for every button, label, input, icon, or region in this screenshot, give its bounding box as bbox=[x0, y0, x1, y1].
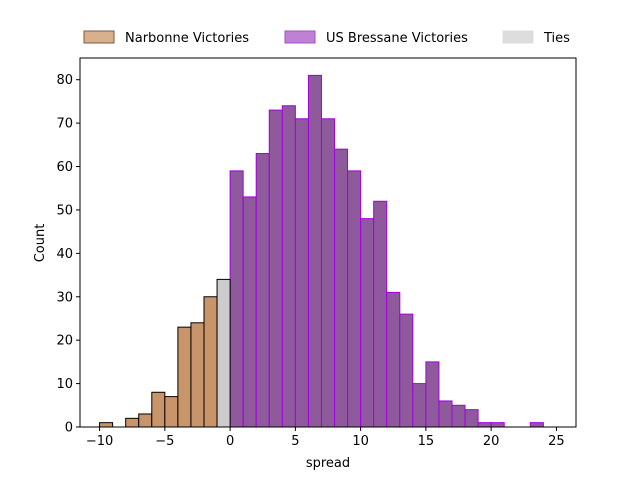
legend-swatch bbox=[83, 30, 115, 44]
histogram-bar bbox=[490, 422, 505, 428]
plot-frame bbox=[79, 57, 577, 428]
y-tick-label: 60 bbox=[56, 160, 73, 175]
x-axis-ticks: −10 −5 0 5 10 15 20 25 bbox=[86, 427, 565, 449]
histogram-bar bbox=[190, 322, 205, 428]
y-tick-label: 50 bbox=[56, 203, 73, 218]
legend-swatch bbox=[502, 30, 534, 44]
histogram-bar bbox=[399, 313, 414, 428]
legend-label: Narbonne Victories bbox=[125, 31, 249, 46]
y-tick-label: 80 bbox=[56, 73, 73, 88]
legend-label: Ties bbox=[543, 31, 570, 46]
histogram-bar bbox=[438, 400, 453, 428]
histogram-bar bbox=[425, 361, 440, 428]
y-axis-label: Count bbox=[33, 224, 48, 263]
histogram-bar bbox=[164, 396, 179, 428]
histogram-bar bbox=[347, 170, 362, 428]
histogram-bar bbox=[99, 422, 114, 428]
histogram-bar bbox=[320, 118, 336, 428]
y-tick-label: 40 bbox=[56, 247, 73, 262]
histogram-bar bbox=[451, 404, 466, 428]
legend: Narbonne Victories US Bressane Victories T… bbox=[83, 30, 570, 46]
histogram-bar bbox=[229, 170, 244, 428]
x-tick-label: −10 bbox=[86, 434, 113, 449]
y-tick-label: 0 bbox=[65, 421, 73, 436]
x-tick-label: 0 bbox=[226, 434, 234, 449]
histogram-bar bbox=[373, 200, 388, 428]
histogram-bar bbox=[125, 417, 140, 428]
histogram-bar bbox=[216, 278, 231, 428]
histogram-bar bbox=[138, 413, 153, 428]
histogram-bar bbox=[255, 153, 270, 428]
histogram-bar bbox=[177, 326, 192, 428]
histogram-bar bbox=[281, 105, 296, 428]
x-tick-label: 25 bbox=[548, 434, 565, 449]
histogram-bar bbox=[151, 391, 166, 428]
legend-label: US Bressane Victories bbox=[326, 31, 468, 46]
histogram-bar bbox=[334, 148, 349, 428]
histogram-bar bbox=[203, 296, 218, 428]
x-axis-label: spread bbox=[306, 456, 350, 471]
x-tick-label: 10 bbox=[352, 434, 369, 449]
histogram-bar bbox=[464, 409, 479, 428]
histogram-bar bbox=[477, 422, 492, 428]
histogram-bar bbox=[242, 196, 257, 428]
y-axis-ticks: 0 10 20 30 40 50 60 70 80 bbox=[56, 73, 80, 436]
histogram-bar bbox=[360, 218, 375, 428]
histogram-bar bbox=[307, 74, 322, 428]
x-tick-label: 20 bbox=[483, 434, 500, 449]
histogram-bar bbox=[268, 109, 283, 428]
x-tick-label: −5 bbox=[155, 434, 174, 449]
histogram-bar bbox=[386, 291, 401, 428]
histogram-bar bbox=[294, 118, 309, 428]
histogram-bar bbox=[412, 383, 427, 428]
y-tick-label: 70 bbox=[56, 117, 73, 132]
y-tick-label: 20 bbox=[56, 334, 73, 349]
y-tick-label: 10 bbox=[56, 377, 73, 392]
x-tick-label: 5 bbox=[291, 434, 299, 449]
x-tick-label: 15 bbox=[418, 434, 435, 449]
y-tick-label: 30 bbox=[56, 290, 73, 305]
histogram-bar bbox=[529, 422, 544, 428]
legend-swatch bbox=[284, 30, 316, 44]
bars-layer bbox=[99, 74, 544, 428]
